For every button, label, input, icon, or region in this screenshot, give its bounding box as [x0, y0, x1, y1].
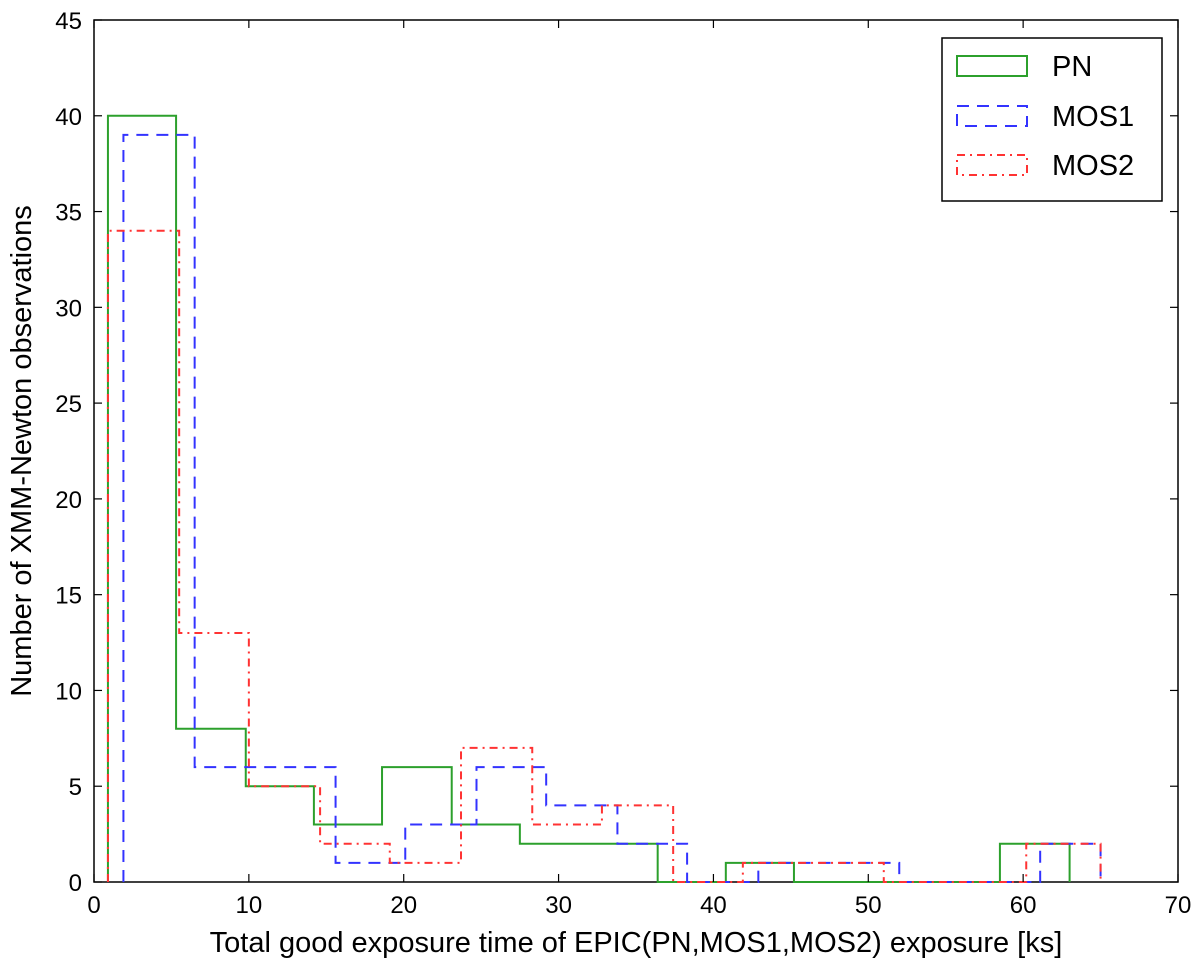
- x-tick-label: 20: [390, 892, 417, 919]
- x-tick-label: 70: [1165, 892, 1192, 919]
- tick-layer: 0 10 20 30 40 50 60 70 0 5 10 15 20 25 30 35 40 45: [55, 8, 1191, 919]
- x-tick-label: 60: [1010, 892, 1037, 919]
- y-tick-label: 45: [55, 8, 82, 35]
- x-tick-label: 10: [236, 892, 263, 919]
- y-tick-label: 25: [55, 391, 82, 418]
- legend: PN MOS1 MOS2: [941, 37, 1163, 202]
- y-tick-label: 10: [55, 678, 82, 705]
- legend-swatch-pn: [956, 55, 1028, 77]
- y-tick-label: 35: [55, 200, 82, 227]
- y-tick-label: 0: [69, 870, 82, 897]
- x-tick-label: 30: [545, 892, 572, 919]
- legend-label-pn: PN: [1052, 51, 1092, 83]
- y-tick-label: 20: [55, 487, 82, 514]
- y-axis-title: Number of XMM-Newton observations: [6, 205, 38, 697]
- y-tick-label: 5: [69, 774, 82, 801]
- series-layer: [106, 114, 1102, 883]
- legend-box: [941, 37, 1163, 202]
- legend-swatch-mos1: [956, 105, 1028, 127]
- x-axis-title: Total good exposure time of EPIC(PN,MOS1…: [210, 927, 1063, 959]
- y-tick-label: 40: [55, 104, 82, 131]
- x-tick-label: 0: [87, 892, 100, 919]
- series-mos2-histogram: [106, 229, 1102, 883]
- legend-label-mos2: MOS2: [1052, 150, 1134, 182]
- legend-label-mos1: MOS1: [1052, 101, 1134, 133]
- y-tick-label: 30: [55, 295, 82, 322]
- legend-swatch-mos2: [956, 154, 1028, 176]
- x-tick-label: 50: [855, 892, 882, 919]
- x-tick-label: 40: [700, 892, 727, 919]
- y-tick-label: 15: [55, 583, 82, 610]
